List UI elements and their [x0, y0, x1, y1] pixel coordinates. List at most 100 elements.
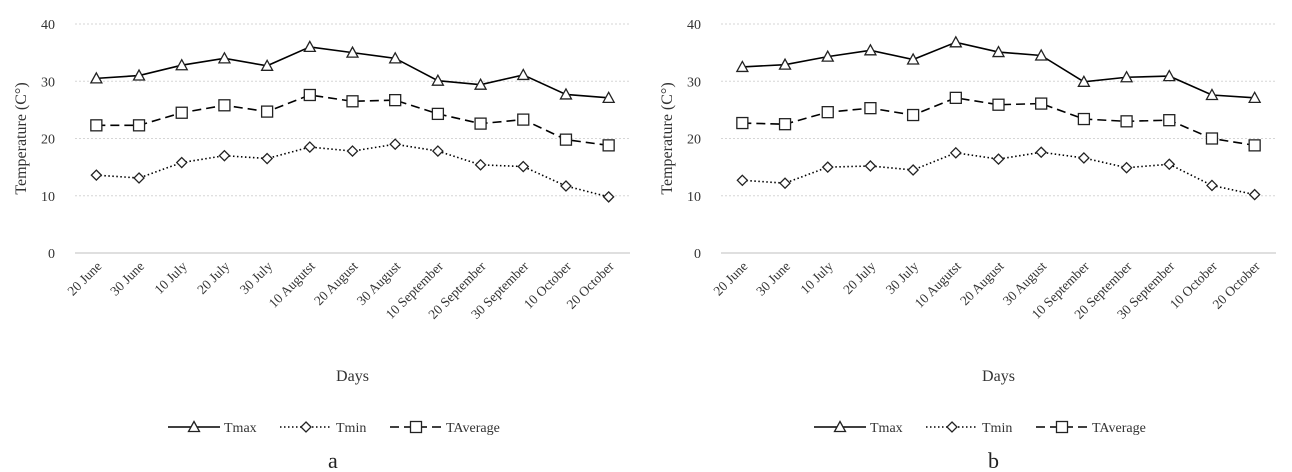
data-point [303, 141, 316, 154]
legend-item-tmin: Tmin [926, 421, 1012, 436]
data-point [132, 68, 146, 81]
legend-marker [300, 421, 312, 433]
data-point [821, 49, 835, 62]
y-axis-title: Temperature (C°) [13, 82, 30, 194]
data-point [736, 174, 749, 187]
data-point [864, 102, 877, 115]
data-point [1077, 112, 1091, 126]
series-tmax [89, 40, 616, 104]
data-point [602, 91, 616, 104]
data-point [1163, 158, 1176, 171]
legend-item-tmax: Tmax [814, 420, 903, 436]
y-tick-label: 0 [48, 247, 55, 262]
series-taverage [90, 88, 615, 152]
data-point [345, 45, 360, 58]
data-point [474, 158, 487, 171]
data-point [90, 169, 103, 182]
data-point [1119, 70, 1134, 83]
data-point [474, 117, 487, 130]
data-point [779, 177, 791, 190]
y-tick-label: 20 [41, 133, 55, 148]
data-point [175, 106, 188, 119]
y-axis-title: Temperature (C°) [659, 82, 676, 194]
data-point [303, 40, 317, 53]
legend-item-taverage: TAverage [1036, 420, 1146, 436]
y-tick-label: 10 [687, 190, 701, 205]
legend-item-taverage: TAverage [390, 420, 500, 436]
x-tick-label: 10 July [797, 258, 836, 297]
series-taverage [736, 91, 1261, 152]
legend-marker [187, 420, 201, 433]
x-tick-label: 20 August [957, 258, 1007, 308]
legend-item-tmax: Tmax [168, 420, 257, 436]
data-point [1120, 161, 1133, 174]
data-point [89, 71, 103, 84]
legend-label: Tmax [870, 421, 903, 436]
series-tmin [90, 138, 615, 203]
data-point [949, 35, 963, 48]
data-point [517, 113, 530, 126]
data-point [132, 119, 146, 132]
data-point [906, 108, 920, 122]
y-tick-label: 30 [687, 75, 701, 90]
data-point [735, 60, 749, 73]
y-tick-label: 20 [687, 133, 701, 148]
legend-item-tmin: Tmin [280, 421, 366, 436]
data-point [1035, 146, 1048, 159]
y-tick-label: 30 [41, 75, 55, 90]
data-point [1162, 69, 1176, 82]
x-axis-title: Days [336, 368, 369, 385]
y-tick-label: 40 [41, 18, 55, 33]
x-tick-label: 20 October [563, 258, 617, 312]
data-point [559, 87, 573, 100]
data-point [821, 106, 834, 119]
data-point [778, 118, 792, 131]
x-tick-label: 20 October [1209, 258, 1263, 312]
legend-label: TAverage [1092, 421, 1146, 436]
legend-marker [1055, 420, 1069, 434]
legend-label: TAverage [446, 421, 500, 436]
data-point [559, 133, 573, 146]
data-point [602, 190, 615, 203]
data-point [431, 73, 445, 86]
x-tick-label: 30 June [753, 259, 793, 299]
data-point [175, 58, 189, 71]
data-point [1077, 152, 1090, 164]
x-tick-label: 10 Augutst [912, 258, 964, 310]
data-point [992, 153, 1005, 166]
series-tmax [735, 35, 1262, 104]
data-point [1205, 88, 1219, 101]
data-point [1248, 139, 1261, 152]
data-point [133, 172, 145, 184]
data-point [778, 57, 792, 70]
x-tick-label: 30 July [237, 258, 276, 297]
data-point [1035, 97, 1048, 110]
data-point [864, 160, 877, 172]
x-tick-label: 10 Augutst [266, 258, 318, 310]
data-point [1206, 179, 1218, 192]
x-tick-label: 30 July [883, 258, 922, 297]
data-point [218, 99, 231, 112]
data-point [1120, 115, 1133, 128]
data-point [1163, 114, 1176, 127]
panel-label-a: a [328, 448, 338, 472]
data-point [1077, 74, 1091, 87]
data-point [388, 51, 402, 64]
data-point [517, 160, 530, 173]
legend-label: Tmax [224, 421, 257, 436]
data-point [991, 45, 1006, 58]
y-tick-label: 10 [41, 190, 55, 205]
x-tick-label: 10 July [151, 258, 190, 297]
series-tmin [736, 146, 1261, 201]
y-tick-label: 40 [687, 18, 701, 33]
data-point [431, 145, 444, 158]
panel-label-b: b [988, 448, 999, 472]
x-axis-title: Days [982, 368, 1015, 385]
x-tick-label: 20 June [64, 259, 104, 299]
data-point [602, 139, 615, 152]
x-tick-label: 20 June [710, 259, 750, 299]
data-point [260, 105, 274, 118]
data-point [949, 146, 962, 159]
data-point [303, 88, 316, 102]
